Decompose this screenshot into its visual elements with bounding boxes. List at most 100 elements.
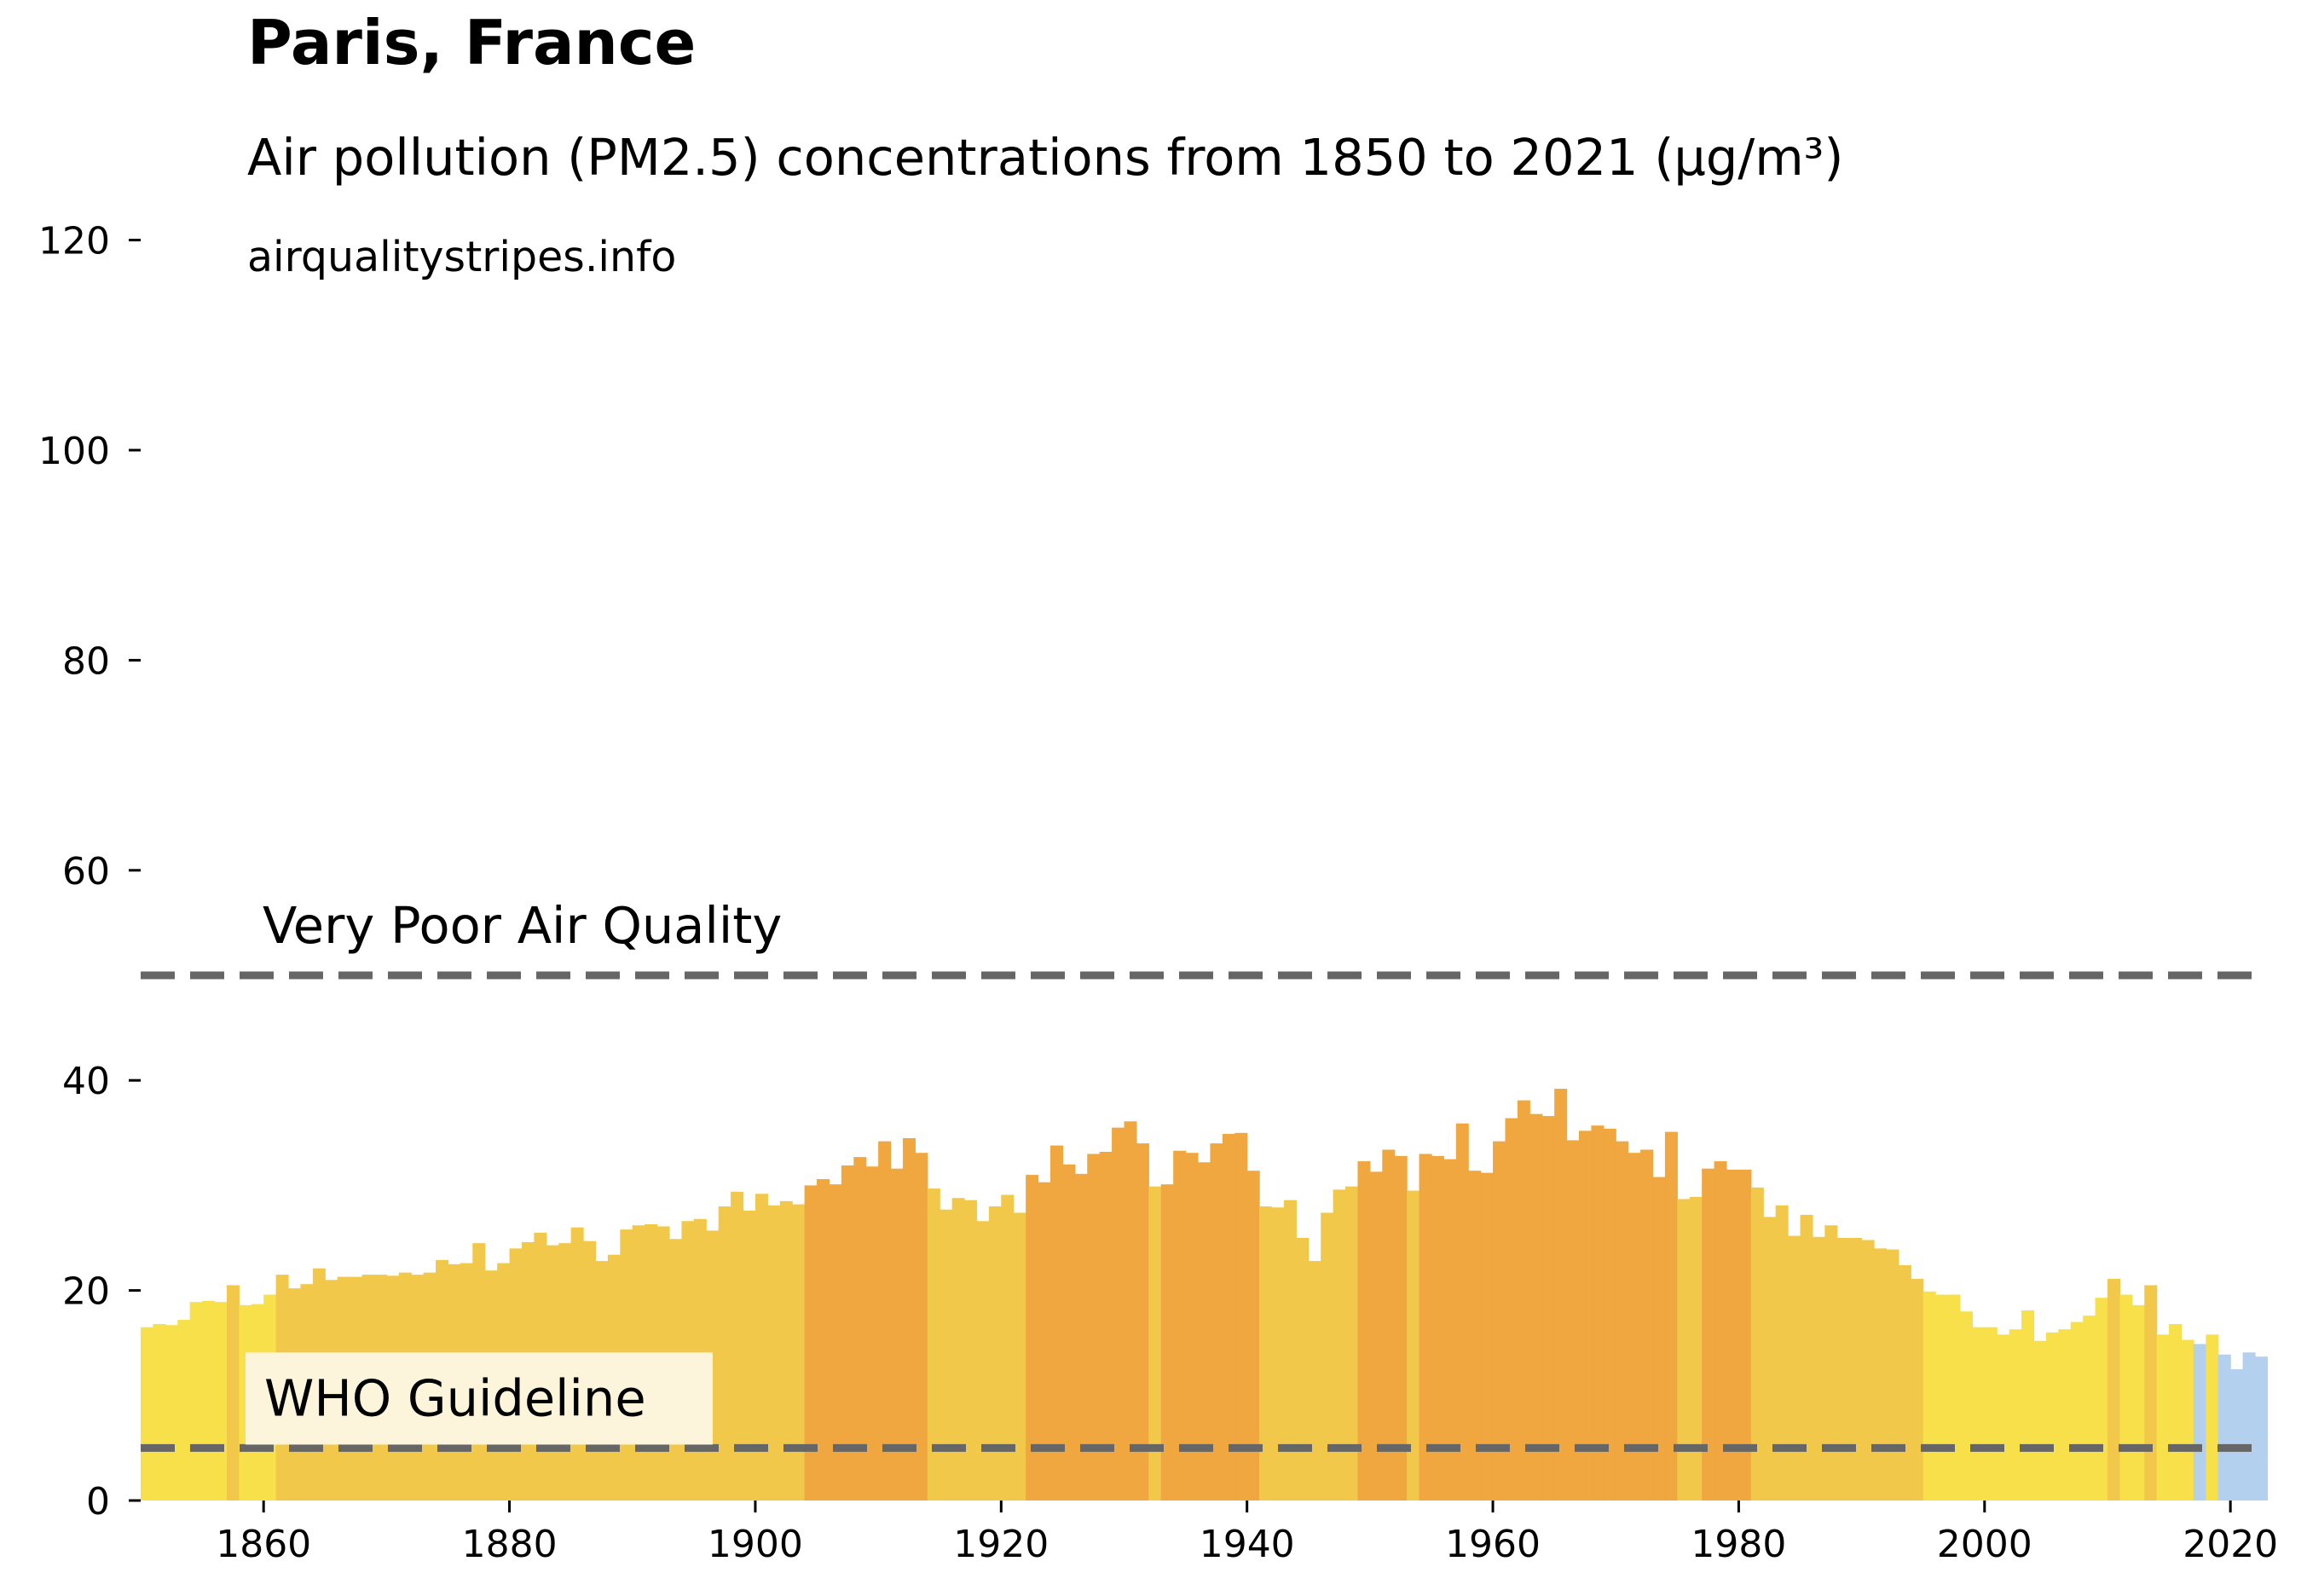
bar-1924 bbox=[1049, 1145, 1063, 1501]
bar-1949 bbox=[1357, 1161, 1371, 1501]
bar-1969 bbox=[1603, 1128, 1616, 1501]
bar-1931 bbox=[1136, 1143, 1149, 1501]
bar-1951 bbox=[1382, 1149, 1396, 1501]
bar-1856 bbox=[214, 1302, 228, 1501]
bar-1993 bbox=[1898, 1265, 1911, 1501]
bar-2009 bbox=[2095, 1298, 2108, 1501]
bar-2000 bbox=[1984, 1327, 1998, 1501]
bar-2004 bbox=[2033, 1340, 2047, 1501]
bar-1904 bbox=[804, 1185, 818, 1501]
bar-1925 bbox=[1062, 1164, 1076, 1501]
bar-2019 bbox=[2217, 1354, 2231, 1501]
bar-1992 bbox=[1886, 1249, 1899, 1501]
bar-1963 bbox=[1529, 1113, 1543, 1501]
bar-1960 bbox=[1493, 1141, 1506, 1501]
bar-1853 bbox=[177, 1320, 191, 1501]
bar-2021 bbox=[2242, 1352, 2256, 1501]
bar-1903 bbox=[792, 1204, 806, 1501]
y-tick-label-100: 100 bbox=[38, 430, 110, 473]
bar-1952 bbox=[1394, 1155, 1408, 1501]
bar-1988 bbox=[1836, 1238, 1850, 1501]
bar-1917 bbox=[964, 1200, 978, 1501]
bar-1987 bbox=[1824, 1225, 1838, 1501]
bar-1936 bbox=[1198, 1162, 1211, 1501]
chart-source: airqualitystripes.info bbox=[247, 233, 676, 281]
chart-subtitle: Air pollution (PM2.5) concentrations fro… bbox=[247, 128, 1843, 187]
bar-2002 bbox=[2009, 1329, 2022, 1501]
bar-1905 bbox=[817, 1179, 830, 1501]
bar-1964 bbox=[1541, 1116, 1555, 1501]
bar-1947 bbox=[1333, 1189, 1346, 1501]
bar-1962 bbox=[1517, 1100, 1530, 1501]
bar-1983 bbox=[1775, 1205, 1789, 1501]
bar-1900 bbox=[755, 1194, 768, 1501]
x-tick-label-1940: 1940 bbox=[1200, 1523, 1295, 1566]
bar-2017 bbox=[2193, 1344, 2206, 1501]
bar-1926 bbox=[1074, 1173, 1088, 1501]
bar-2008 bbox=[2083, 1316, 2096, 1501]
bar-1958 bbox=[1468, 1171, 1482, 1501]
bar-1939 bbox=[1234, 1132, 1248, 1501]
bar-1943 bbox=[1283, 1200, 1297, 1501]
bar-2013 bbox=[2144, 1285, 2158, 1501]
bar-1914 bbox=[927, 1188, 940, 1501]
bar-1901 bbox=[767, 1205, 781, 1501]
bar-1923 bbox=[1038, 1182, 1051, 1501]
who-label: WHO Guideline bbox=[264, 1368, 646, 1427]
bar-2011 bbox=[2119, 1294, 2133, 1501]
bar-2003 bbox=[2021, 1310, 2035, 1501]
bar-1935 bbox=[1185, 1153, 1199, 1501]
bar-2012 bbox=[2131, 1304, 2145, 1501]
bar-1950 bbox=[1369, 1171, 1383, 1501]
bar-1985 bbox=[1800, 1214, 1813, 1501]
bar-1922 bbox=[1026, 1175, 1039, 1501]
bar-1916 bbox=[951, 1198, 965, 1501]
bar-1930 bbox=[1124, 1121, 1137, 1501]
bar-2022 bbox=[2255, 1356, 2269, 1501]
bar-1954 bbox=[1419, 1154, 1432, 1501]
bar-1907 bbox=[841, 1165, 854, 1501]
bar-1912 bbox=[902, 1137, 916, 1501]
bar-1978 bbox=[1714, 1161, 1727, 1501]
who-label-background bbox=[246, 1352, 713, 1445]
bar-1937 bbox=[1210, 1143, 1223, 1501]
bar-1942 bbox=[1271, 1207, 1285, 1501]
bar-1945 bbox=[1308, 1261, 1321, 1501]
bar-1975 bbox=[1677, 1199, 1691, 1501]
bar-1996 bbox=[1935, 1294, 1949, 1501]
bar-1997 bbox=[1947, 1294, 1961, 1501]
bar-1948 bbox=[1345, 1186, 1359, 1501]
bar-1982 bbox=[1763, 1217, 1777, 1501]
bar-1929 bbox=[1112, 1127, 1125, 1501]
bar-1976 bbox=[1689, 1196, 1703, 1501]
chart-title: Paris, France bbox=[247, 7, 696, 78]
bar-1932 bbox=[1148, 1186, 1162, 1501]
bar-1977 bbox=[1702, 1168, 1715, 1501]
x-tick-label-1860: 1860 bbox=[216, 1523, 311, 1566]
bar-1980 bbox=[1738, 1169, 1752, 1501]
bar-1965 bbox=[1554, 1089, 1568, 1501]
bar-1981 bbox=[1750, 1187, 1764, 1501]
bar-1898 bbox=[731, 1191, 744, 1501]
bar-1854 bbox=[189, 1302, 203, 1501]
bar-1971 bbox=[1628, 1153, 1641, 1501]
bar-1989 bbox=[1849, 1238, 1863, 1501]
bar-1957 bbox=[1455, 1123, 1469, 1501]
reference-lines: Very Poor Air Quality WHO Guideline bbox=[141, 896, 2255, 1452]
y-tick-label-80: 80 bbox=[62, 639, 110, 683]
bar-1972 bbox=[1640, 1149, 1654, 1501]
x-tick-label-1960: 1960 bbox=[1445, 1523, 1541, 1566]
y-axis: 0 20 40 60 80 100 120 bbox=[38, 220, 141, 1524]
x-tick-label-2000: 2000 bbox=[1937, 1523, 2032, 1566]
bar-1919 bbox=[988, 1206, 1002, 1501]
bar-1998 bbox=[1959, 1311, 1973, 1501]
bar-1918 bbox=[976, 1221, 990, 1501]
bar-2006 bbox=[2058, 1329, 2072, 1501]
very-poor-label: Very Poor Air Quality bbox=[263, 896, 782, 955]
bar-1990 bbox=[1861, 1240, 1875, 1501]
x-tick-label-1880: 1880 bbox=[462, 1523, 558, 1566]
bar-1959 bbox=[1480, 1172, 1494, 1501]
bar-1941 bbox=[1259, 1206, 1273, 1501]
bar-1967 bbox=[1578, 1130, 1592, 1501]
y-tick-label-40: 40 bbox=[62, 1060, 110, 1103]
